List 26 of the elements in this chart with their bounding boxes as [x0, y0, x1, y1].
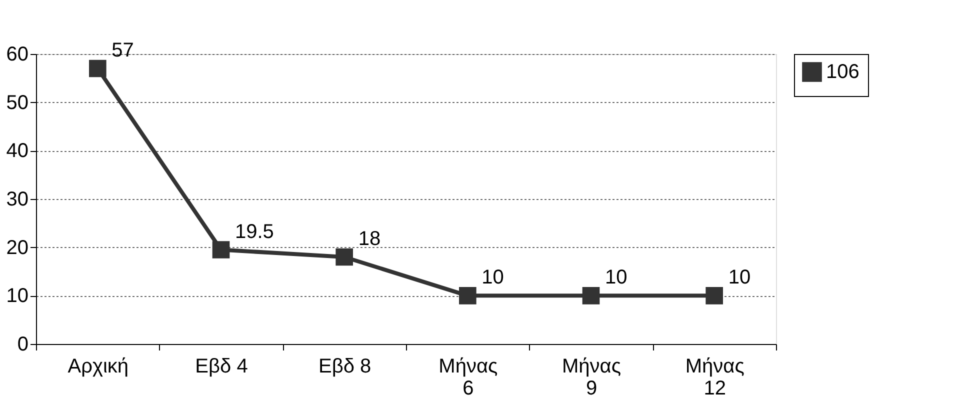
x-tick-label: Εβδ 4: [195, 356, 248, 378]
point: [706, 287, 723, 304]
x-tick-label: Μήνας 6: [438, 356, 498, 400]
data-label: 19.5: [235, 220, 274, 243]
data-label: 57: [112, 40, 134, 62]
data-label: 10: [605, 266, 628, 289]
data-label: 18: [358, 228, 381, 250]
y-tick-label: 60: [6, 44, 28, 66]
point: [336, 248, 353, 266]
point: [582, 287, 600, 304]
data-label: 10: [728, 266, 751, 289]
y-tick-label: 20: [6, 236, 28, 259]
y-tick-label: 0: [17, 334, 28, 356]
y-tick-label: 30: [6, 188, 28, 210]
y-tick-label: 50: [6, 92, 28, 114]
x-tick-label: Μήνας 9: [562, 356, 622, 400]
point: [459, 287, 476, 304]
point: [212, 241, 230, 258]
y-tick-label: 40: [6, 140, 28, 162]
x-tick-label: Μήνας 12: [685, 356, 745, 400]
legend-label: 106: [826, 61, 860, 83]
point: [89, 60, 106, 78]
x-tick-label: Αρχική: [68, 356, 129, 378]
y-tick-label: 10: [6, 285, 28, 308]
data-label: 10: [482, 266, 504, 289]
x-tick-label: Εβδ 8: [318, 356, 372, 378]
